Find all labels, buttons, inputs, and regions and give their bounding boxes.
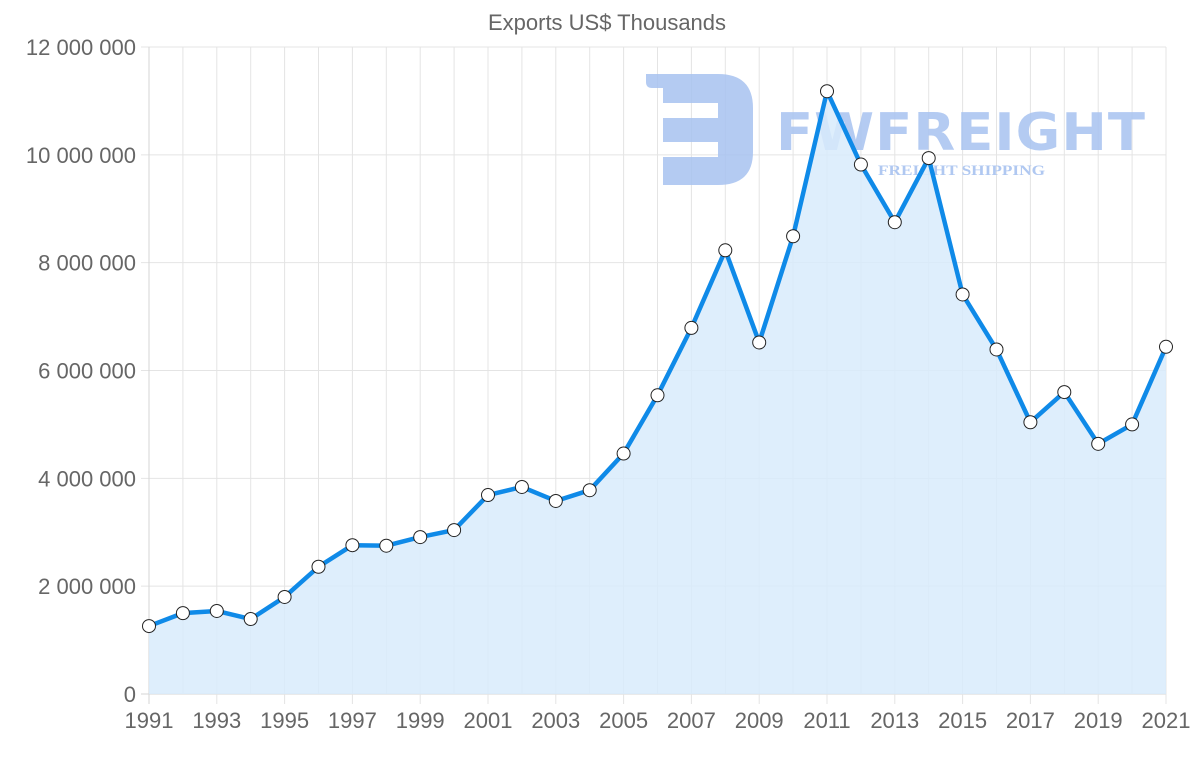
- data-point-2007[interactable]: [684, 320, 699, 335]
- fwfreight-logo-icon: [646, 74, 753, 185]
- y-tick-label: 6 000 000: [38, 359, 136, 384]
- x-tick-label: 1995: [260, 708, 309, 733]
- x-tick-label: 1997: [328, 708, 377, 733]
- data-point-2002[interactable]: [514, 479, 529, 494]
- data-point-1998[interactable]: [379, 538, 394, 553]
- data-point-2008[interactable]: [718, 243, 733, 258]
- data-point-2013[interactable]: [887, 215, 902, 230]
- y-tick-label: 0: [124, 682, 136, 707]
- data-point-1991[interactable]: [142, 619, 156, 634]
- data-point-2015[interactable]: [955, 287, 970, 302]
- x-tick-label: 2005: [599, 708, 648, 733]
- x-tick-label: 2017: [1006, 708, 1055, 733]
- data-point-2018[interactable]: [1057, 385, 1072, 400]
- x-tick-label: 1999: [396, 708, 445, 733]
- fwfreight-watermark: FWFREIGHT FREIGHT SHIPPING: [646, 74, 1145, 185]
- data-point-2016[interactable]: [989, 342, 1004, 357]
- data-point-2001[interactable]: [481, 488, 495, 503]
- data-point-2004[interactable]: [582, 483, 597, 498]
- data-point-2019[interactable]: [1091, 436, 1106, 451]
- data-point-1999[interactable]: [413, 530, 428, 545]
- data-point-2005[interactable]: [616, 446, 631, 461]
- data-point-1997[interactable]: [345, 538, 360, 553]
- data-point-2017[interactable]: [1023, 415, 1038, 430]
- y-tick-label: 10 000 000: [26, 143, 136, 168]
- x-tick-label: 2013: [870, 708, 919, 733]
- x-tick-label: 2003: [531, 708, 580, 733]
- data-point-2000[interactable]: [447, 523, 462, 538]
- x-axis-tick-labels: 1991 1993 1995 1997 1999 2001 2003 2005 2007 2009…: [125, 708, 1191, 733]
- watermark-tagline: FREIGHT SHIPPING: [878, 163, 1045, 179]
- x-tick-label: 2011: [803, 708, 850, 733]
- data-point-2009[interactable]: [752, 335, 767, 350]
- data-point-1993[interactable]: [209, 603, 224, 618]
- data-point-2003[interactable]: [548, 493, 563, 508]
- x-tick-label: 1991: [125, 708, 174, 733]
- y-axis-tick-labels: 0 2 000 000 4 000 000 6 000 000 8 000 000 10 …: [26, 35, 136, 707]
- data-point-1994[interactable]: [243, 612, 258, 627]
- data-point-2014[interactable]: [921, 151, 936, 166]
- data-point-2010[interactable]: [786, 229, 801, 244]
- data-point-2006[interactable]: [650, 388, 665, 403]
- y-tick-label: 2 000 000: [38, 574, 136, 599]
- y-tick-label: 12 000 000: [26, 35, 136, 60]
- data-point-2020[interactable]: [1125, 417, 1140, 432]
- y-tick-label: 8 000 000: [38, 251, 136, 276]
- data-point-2021[interactable]: [1159, 339, 1173, 354]
- data-point-1996[interactable]: [311, 559, 326, 574]
- data-points: [142, 84, 1173, 634]
- y-tick-label: 4 000 000: [38, 466, 136, 491]
- x-tick-label: 2015: [938, 708, 987, 733]
- x-tick-label: 2021: [1142, 708, 1191, 733]
- x-tick-label: 2019: [1074, 708, 1123, 733]
- data-point-1995[interactable]: [277, 589, 292, 604]
- x-tick-label: 1993: [192, 708, 241, 733]
- x-tick-label: 2009: [735, 708, 784, 733]
- chart-title: Exports US$ Thousands: [488, 10, 726, 35]
- x-tick-label: 2001: [464, 708, 513, 733]
- data-point-2012[interactable]: [853, 157, 868, 172]
- data-point-1992[interactable]: [175, 606, 190, 621]
- x-tick-label: 2007: [667, 708, 716, 733]
- data-point-2011[interactable]: [820, 84, 834, 99]
